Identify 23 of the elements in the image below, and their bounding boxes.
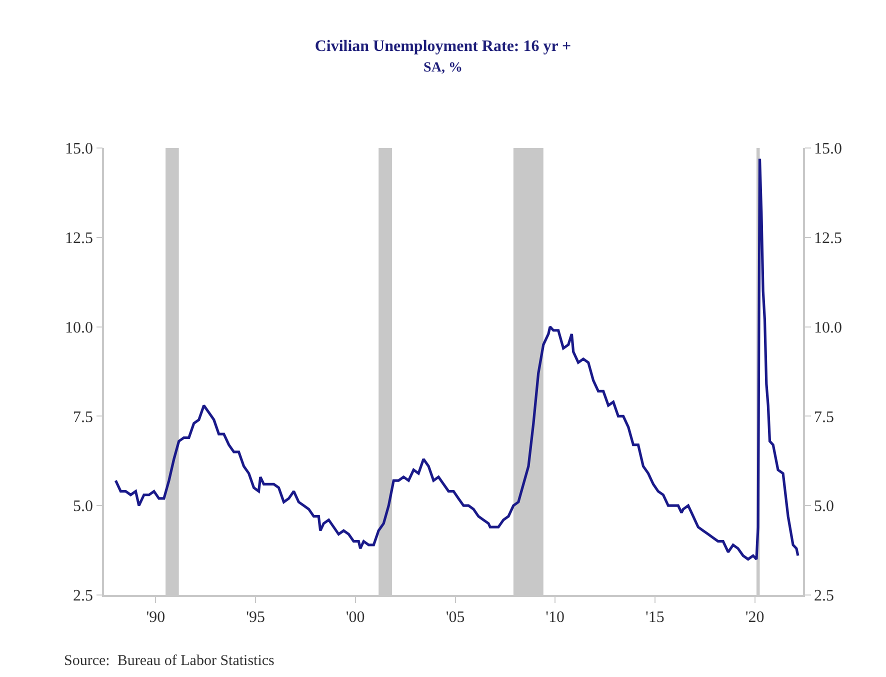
y2-tick-label: 12.5 bbox=[814, 230, 842, 247]
x-tick-label: '10 bbox=[546, 608, 565, 626]
y2-tick-label: 15.0 bbox=[814, 140, 842, 158]
y-tick-label: 5.0 bbox=[73, 498, 94, 516]
y2-tick-label: 2.5 bbox=[814, 588, 834, 605]
y-tick-label: 10.0 bbox=[65, 319, 94, 336]
chart-title: Civilian Unemployment Rate: 16 yr + bbox=[314, 38, 572, 55]
y-tick-label: 15.0 bbox=[65, 140, 94, 158]
y2-tick-label: 7.5 bbox=[814, 408, 834, 426]
y2-tick-label: 5.0 bbox=[814, 498, 834, 516]
x-tick-label: '00 bbox=[346, 608, 365, 626]
y2-tick-label: 10.0 bbox=[814, 319, 842, 336]
x-tick-label: '20 bbox=[745, 608, 764, 626]
y-tick-label: 7.5 bbox=[73, 408, 94, 426]
x-tick-label: '05 bbox=[446, 608, 465, 626]
source-note: Source: Bureau of Labor Statistics bbox=[64, 653, 275, 669]
x-tick-label: '15 bbox=[645, 608, 664, 626]
x-tick-label: '90 bbox=[146, 608, 166, 626]
line-series bbox=[114, 157, 800, 561]
chart-subtitle: SA, % bbox=[424, 60, 462, 76]
x-tick-label: '95 bbox=[246, 608, 265, 626]
y-tick-label: 2.5 bbox=[73, 588, 94, 605]
y-tick-label: 12.5 bbox=[65, 230, 94, 247]
